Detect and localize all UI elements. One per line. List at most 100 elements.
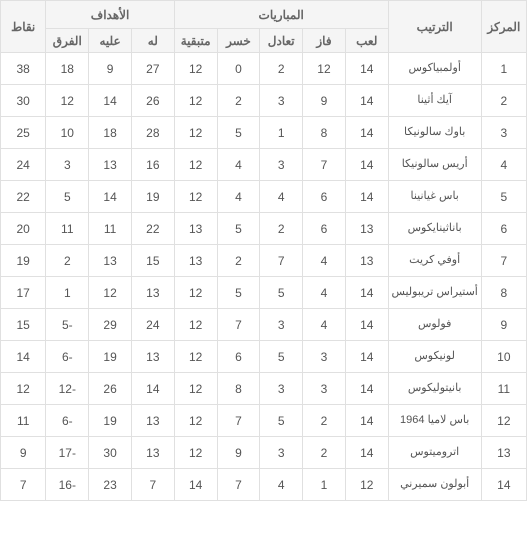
table-row: 1أولمبياكوس141220122791838: [1, 53, 527, 85]
cell-pos: 11: [481, 373, 526, 405]
cell-team: باوك سالونيكا: [388, 117, 481, 149]
cell-played: 14: [345, 181, 388, 213]
cell-pts: 11: [1, 405, 46, 437]
cell-team: أولمبياكوس: [388, 53, 481, 85]
table-row: 5باس غيانينا14644121914522: [1, 181, 527, 213]
cell-pos: 4: [481, 149, 526, 181]
cell-pts: 24: [1, 149, 46, 181]
cell-pos: 12: [481, 405, 526, 437]
cell-pts: 22: [1, 181, 46, 213]
cell-drawn: 4: [260, 181, 303, 213]
cell-played: 14: [345, 277, 388, 309]
cell-won: 7: [303, 149, 346, 181]
table-row: 10لونيكوس14356121319-614: [1, 341, 527, 373]
cell-for: 13: [131, 437, 174, 469]
cell-pts: 7: [1, 469, 46, 501]
cell-diff: -16: [46, 469, 89, 501]
cell-pos: 10: [481, 341, 526, 373]
cell-pts: 38: [1, 53, 46, 85]
cell-pts: 30: [1, 85, 46, 117]
header-pos: المركز: [481, 1, 526, 53]
cell-team: أريس سالونيكا: [388, 149, 481, 181]
cell-won: 4: [303, 277, 346, 309]
cell-won: 2: [303, 437, 346, 469]
cell-diff: 3: [46, 149, 89, 181]
header-won: فاز: [303, 29, 346, 53]
header-pts: نقاط: [1, 1, 46, 53]
table-header: المركز الترتيب المباريات الأهداف نقاط لع…: [1, 1, 527, 53]
cell-lost: 9: [217, 437, 260, 469]
cell-against: 19: [89, 405, 132, 437]
cell-pts: 14: [1, 341, 46, 373]
cell-lost: 8: [217, 373, 260, 405]
table-body: 1أولمبياكوس1412201227918382آيك أثينا1493…: [1, 53, 527, 501]
cell-team: باس لاميا 1964: [388, 405, 481, 437]
cell-against: 18: [89, 117, 132, 149]
cell-remaining: 12: [174, 149, 217, 181]
header-played: لعب: [345, 29, 388, 53]
table-row: 14أبولون سميرني1214714723-167: [1, 469, 527, 501]
cell-team: لونيكوس: [388, 341, 481, 373]
header-goals-group: الأهداف: [46, 1, 174, 29]
cell-diff: 2: [46, 245, 89, 277]
cell-won: 12: [303, 53, 346, 85]
cell-pts: 17: [1, 277, 46, 309]
cell-pos: 6: [481, 213, 526, 245]
cell-drawn: 4: [260, 469, 303, 501]
cell-won: 9: [303, 85, 346, 117]
cell-against: 29: [89, 309, 132, 341]
cell-lost: 2: [217, 245, 260, 277]
cell-against: 13: [89, 245, 132, 277]
header-lost: خسر: [217, 29, 260, 53]
cell-against: 14: [89, 85, 132, 117]
cell-remaining: 12: [174, 341, 217, 373]
cell-remaining: 12: [174, 53, 217, 85]
cell-pts: 9: [1, 437, 46, 469]
cell-for: 16: [131, 149, 174, 181]
cell-remaining: 12: [174, 309, 217, 341]
table-row: 3باوك سالونيكا148151228181025: [1, 117, 527, 149]
cell-pos: 13: [481, 437, 526, 469]
cell-remaining: 12: [174, 437, 217, 469]
table-row: 7أوفي كريت13472131513219: [1, 245, 527, 277]
cell-lost: 4: [217, 149, 260, 181]
cell-drawn: 3: [260, 373, 303, 405]
cell-won: 6: [303, 213, 346, 245]
table-row: 6باناثينايكوس136251322111120: [1, 213, 527, 245]
cell-for: 22: [131, 213, 174, 245]
cell-remaining: 14: [174, 469, 217, 501]
cell-diff: 11: [46, 213, 89, 245]
cell-played: 12: [345, 469, 388, 501]
header-remaining: متبقية: [174, 29, 217, 53]
cell-remaining: 12: [174, 85, 217, 117]
cell-won: 2: [303, 405, 346, 437]
cell-won: 4: [303, 309, 346, 341]
header-drawn: تعادل: [260, 29, 303, 53]
cell-won: 1: [303, 469, 346, 501]
table-row: 2آيك أثينا149321226141230: [1, 85, 527, 117]
cell-for: 14: [131, 373, 174, 405]
cell-played: 14: [345, 405, 388, 437]
cell-remaining: 13: [174, 245, 217, 277]
cell-pts: 19: [1, 245, 46, 277]
cell-diff: -6: [46, 341, 89, 373]
cell-drawn: 2: [260, 213, 303, 245]
cell-for: 19: [131, 181, 174, 213]
cell-won: 8: [303, 117, 346, 149]
cell-pos: 3: [481, 117, 526, 149]
cell-drawn: 7: [260, 245, 303, 277]
cell-diff: 5: [46, 181, 89, 213]
cell-lost: 4: [217, 181, 260, 213]
cell-diff: 12: [46, 85, 89, 117]
cell-team: بانيتوليكوس: [388, 373, 481, 405]
cell-played: 14: [345, 309, 388, 341]
cell-team: أبولون سميرني: [388, 469, 481, 501]
cell-against: 30: [89, 437, 132, 469]
cell-for: 28: [131, 117, 174, 149]
cell-lost: 7: [217, 469, 260, 501]
cell-for: 7: [131, 469, 174, 501]
cell-against: 26: [89, 373, 132, 405]
cell-drawn: 3: [260, 309, 303, 341]
cell-lost: 5: [217, 277, 260, 309]
cell-drawn: 5: [260, 405, 303, 437]
